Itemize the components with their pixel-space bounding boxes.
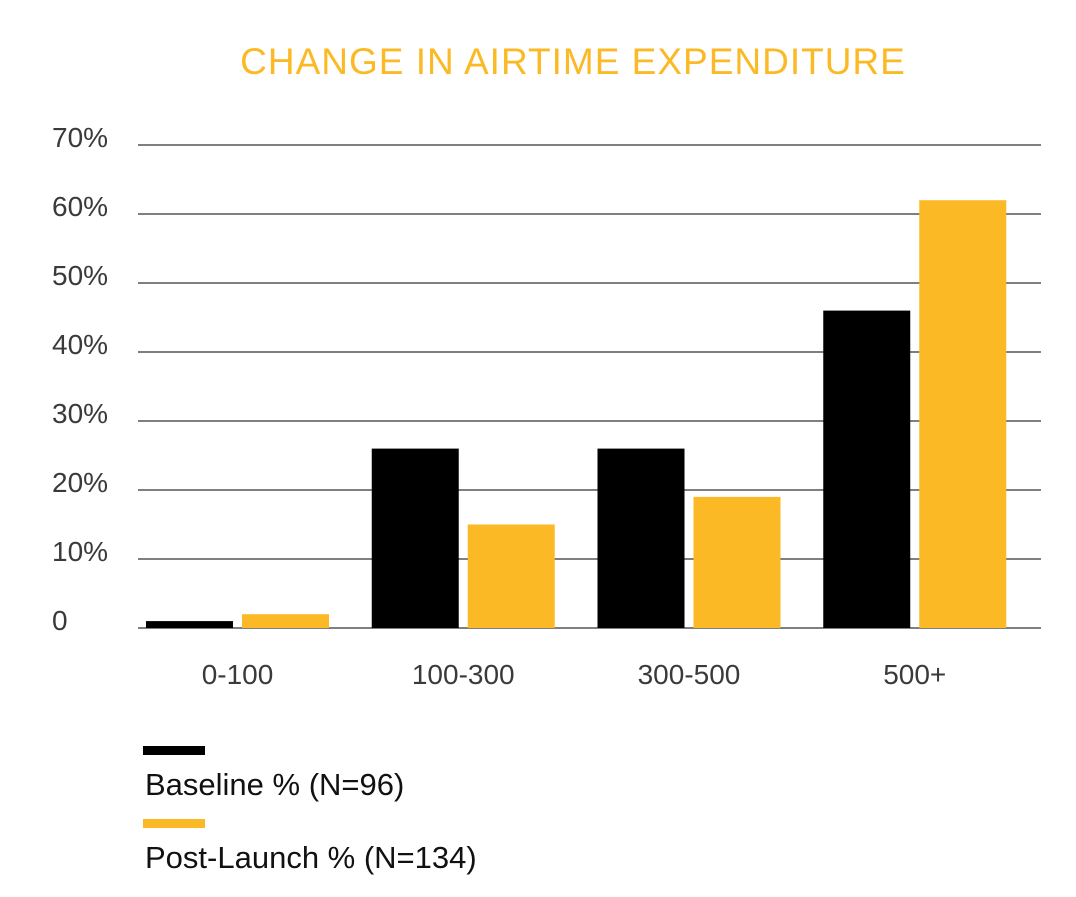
y-tick-label: 60% (52, 191, 108, 222)
y-tick-label: 30% (52, 398, 108, 429)
y-tick-label: 50% (52, 260, 108, 291)
x-tick-label: 100-300 (412, 659, 515, 690)
x-tick-label: 0-100 (202, 659, 274, 690)
legend: Baseline % (N=96) Post-Launch % (N=134) (143, 746, 477, 875)
y-tick-label: 40% (52, 329, 108, 360)
x-tick-label: 500+ (883, 659, 946, 690)
bars (146, 200, 1007, 628)
legend-swatch (143, 819, 205, 828)
y-tick-label: 20% (52, 467, 108, 498)
bar-post-launch-0-100 (242, 614, 329, 628)
x-axis-tick-labels: 0-100 100-300 300-500 500+ (202, 659, 947, 690)
legend-label: Baseline % (N=96) (145, 767, 404, 802)
bar-baseline-500+ (823, 310, 911, 628)
bar-post-launch-300-500 (693, 496, 781, 628)
bar-post-launch-100-300 (467, 524, 555, 628)
gridlines (138, 144, 1041, 629)
bar-baseline-100-300 (371, 448, 459, 628)
y-tick-label: 70% (52, 122, 108, 153)
x-tick-label: 300-500 (638, 659, 741, 690)
legend-swatch (143, 746, 205, 755)
chart-title: CHANGE IN AIRTIME EXPENDITURE (240, 41, 906, 82)
bar-baseline-0-100 (146, 621, 233, 628)
bar-post-launch-500+ (919, 200, 1007, 628)
bar-baseline-300-500 (597, 448, 685, 628)
legend-label: Post-Launch % (N=134) (145, 840, 477, 875)
y-tick-label: 0 (52, 605, 68, 636)
y-axis-tick-labels: 0 10% 20% 30% 40% 50% 60% 70% (52, 122, 108, 636)
y-tick-label: 10% (52, 536, 108, 567)
